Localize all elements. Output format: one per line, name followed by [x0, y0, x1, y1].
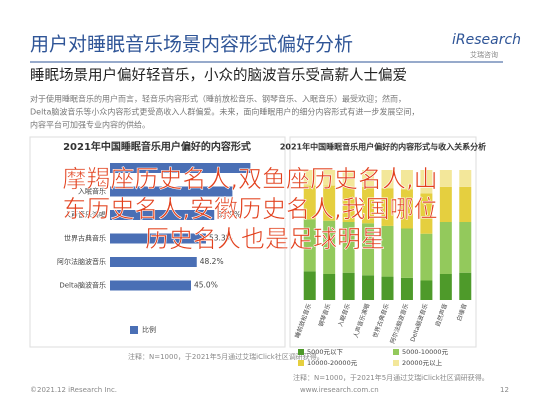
stacked-bar	[420, 170, 433, 194]
stacked-bar	[381, 225, 394, 277]
value-label: 53.3%	[209, 234, 233, 243]
value-label: 48.2%	[200, 257, 224, 266]
right-note: 注释：N=1000，于2021年5月通过艾瑞iClick社区调研获得。	[293, 373, 489, 382]
stacked-bar	[323, 170, 336, 186]
stacked-bar	[459, 170, 472, 187]
stacked-bar	[342, 170, 355, 187]
stacked-bar	[303, 219, 316, 272]
stacked-bar	[420, 193, 433, 234]
legend-label: 5000元以下	[307, 348, 344, 356]
bar	[110, 280, 191, 291]
footer-center: www.iresearch.com.cn	[300, 386, 379, 394]
overlay-text: 东历史名人,安徽历史名人,我国哪位	[62, 195, 437, 223]
category-label: 人声音乐演唱	[64, 210, 106, 219]
stacked-bar	[400, 277, 413, 300]
stacked-bar	[323, 274, 336, 300]
intro-line: 对于使用睡眠音乐的用户而言，轻音乐内容形式（睡前放松音乐、钢琴音乐、入眠音乐）最…	[30, 94, 406, 104]
stacked-bar	[420, 233, 433, 281]
stacked-bar	[439, 186, 452, 222]
category-label: 世界古典音乐	[64, 234, 106, 243]
stacked-bar	[459, 186, 472, 222]
legend-swatch	[298, 349, 304, 355]
subtitle: 睡眠场景用户偏好轻音乐，小众的脑波音乐受高薪人士偏爱	[30, 67, 407, 84]
legend-swatch	[130, 326, 138, 334]
value-label: 57.9%	[217, 210, 241, 219]
stacked-bar	[342, 222, 355, 273]
stacked-bar	[400, 228, 413, 278]
stacked-bar	[420, 280, 433, 300]
bar	[110, 163, 251, 173]
intro-line: 内容平台可加强专业内容的供给。	[30, 120, 150, 130]
legend-swatch	[298, 360, 304, 366]
intro-line: Delta脑波音乐等小众内容形式更受高收入人群偏爱。未来，面向睡眠用户的细分内容…	[30, 107, 419, 117]
overlay-text: 历史名人也是足球明星	[145, 225, 385, 253]
stacked-bar	[459, 222, 472, 273]
left-panel	[29, 136, 286, 348]
footer-left: ©2021.12 iResearch Inc.	[30, 386, 117, 394]
stacked-bar	[381, 188, 394, 226]
left-note: 注释：N=1000，于2021年5月通过艾瑞iClick社区调研获得。	[128, 352, 324, 361]
stacked-bar	[439, 274, 452, 300]
category-label: 入眠音乐	[78, 187, 106, 196]
legend-label: 5000-10000元	[402, 348, 449, 356]
stacked-bar	[303, 185, 316, 220]
stacked-bar	[362, 223, 375, 276]
stacked-bar	[362, 170, 375, 187]
stacked-bar	[342, 186, 355, 222]
bar	[110, 210, 215, 220]
value-label: 45.0%	[194, 281, 218, 290]
logo-sub: 艾瑞咨询	[470, 50, 498, 59]
right-panel	[289, 136, 477, 348]
title: 用户对睡眠音乐场景内容形式偏好分析	[30, 34, 353, 56]
legend-label: 比例	[142, 325, 156, 334]
legend-label: 10000-20000元	[307, 359, 358, 367]
bar	[110, 186, 233, 197]
stacked-bar	[323, 185, 336, 221]
stacked-bar	[439, 170, 452, 187]
category-label: Delta脑波音乐	[59, 281, 106, 290]
bar	[110, 233, 206, 244]
stacked-bar	[381, 276, 394, 300]
stacked-bar	[362, 275, 375, 300]
stacked-bar	[400, 170, 413, 190]
page-number: 12	[500, 386, 509, 394]
stacked-bar	[439, 222, 452, 274]
right-chart-title: 2021年中国睡眠音乐用户偏好的内容形式与收入关系分析	[280, 142, 486, 152]
legend-swatch	[393, 360, 399, 366]
left-chart-title: 2021年中国睡眠音乐用户偏好的内容形式	[63, 140, 251, 153]
stacked-bar	[400, 189, 413, 229]
stacked-bar	[362, 186, 375, 224]
logo: iResearch	[452, 32, 521, 48]
legend-swatch	[393, 349, 399, 355]
stacked-bar	[303, 170, 316, 186]
stacked-bar	[381, 170, 394, 189]
overlay-text: 摩羯座历史名人,双鱼座历史名人,山	[62, 165, 437, 193]
category-label: 阿尔法脑波音乐	[57, 257, 106, 266]
stacked-bar	[323, 220, 336, 274]
legend-label: 20000元以上	[402, 358, 443, 367]
stacked-bar	[303, 271, 316, 300]
bar	[110, 257, 197, 267]
stacked-bar	[342, 272, 355, 300]
stacked-bar	[459, 272, 472, 300]
